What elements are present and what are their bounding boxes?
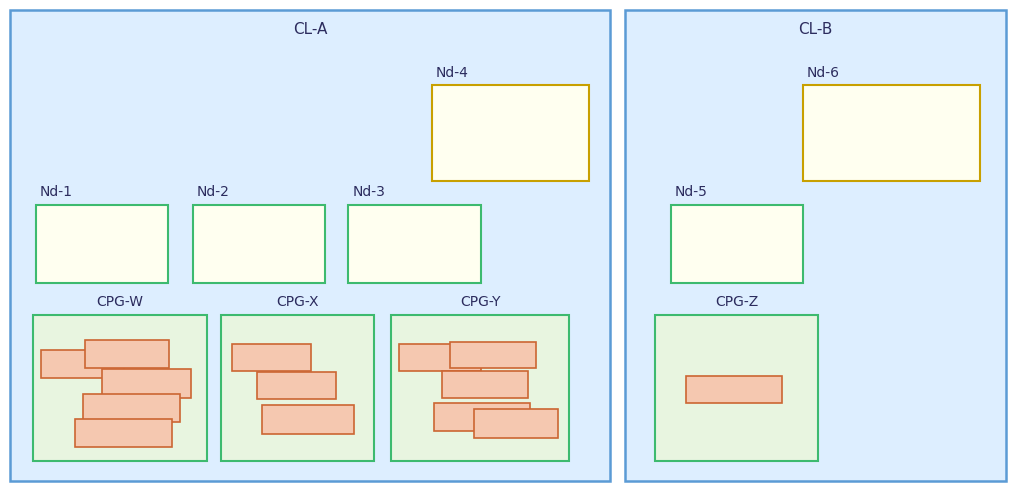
Bar	[432, 85, 589, 181]
Text: CPG-W: CPG-W	[97, 295, 143, 309]
Text: CPG-X: CPG-X	[276, 295, 319, 309]
Bar	[221, 315, 374, 461]
Text: Nd-6: Nd-6	[807, 65, 839, 80]
Text: Nd-5: Nd-5	[675, 185, 707, 199]
Bar	[262, 405, 354, 434]
Text: Nd-4: Nd-4	[436, 65, 468, 80]
Bar	[232, 344, 311, 371]
Bar	[85, 340, 169, 368]
Bar	[193, 205, 325, 283]
Bar	[391, 315, 569, 461]
Bar	[36, 205, 168, 283]
Bar	[434, 403, 530, 431]
Bar	[102, 369, 191, 398]
Bar	[442, 371, 528, 398]
Text: CPG-Y: CPG-Y	[460, 295, 500, 309]
Bar	[348, 205, 481, 283]
Bar	[10, 10, 610, 481]
Text: CL-A: CL-A	[293, 22, 327, 37]
Bar	[625, 10, 1006, 481]
Bar	[257, 372, 336, 399]
Bar	[803, 85, 980, 181]
Text: Nd-3: Nd-3	[353, 185, 385, 199]
Bar	[75, 419, 172, 447]
Text: Nd-1: Nd-1	[40, 185, 72, 199]
Bar	[671, 205, 803, 283]
Bar	[41, 350, 124, 378]
Text: CPG-Z: CPG-Z	[715, 295, 758, 309]
Bar	[33, 315, 207, 461]
Bar	[450, 342, 536, 368]
Bar	[399, 344, 481, 371]
Bar	[474, 409, 558, 438]
Bar	[686, 376, 782, 403]
Bar	[655, 315, 818, 461]
Bar	[83, 394, 180, 422]
Text: CL-B: CL-B	[799, 22, 832, 37]
Text: Nd-2: Nd-2	[197, 185, 230, 199]
